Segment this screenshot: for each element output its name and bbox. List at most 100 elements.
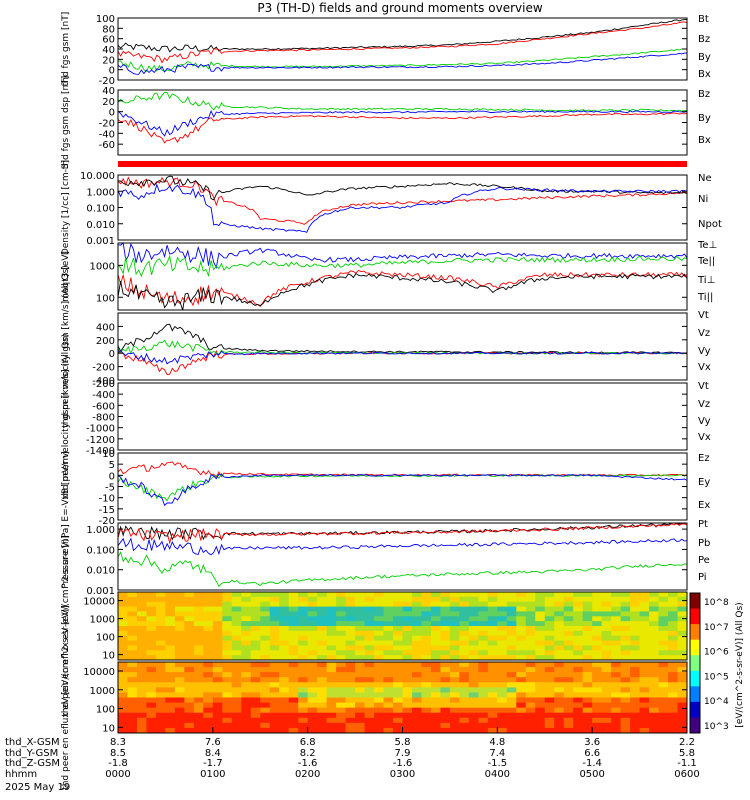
heat-cell: [241, 682, 252, 688]
heat-cell: [649, 640, 660, 646]
heat-cell: [212, 662, 223, 668]
heat-cell: [307, 672, 318, 678]
heat-cell: [497, 626, 508, 632]
heat-cell: [421, 592, 432, 598]
heat-cell: [212, 697, 223, 704]
heat-cell: [516, 672, 527, 678]
heat-cell: [658, 616, 669, 622]
heat-cell: [649, 606, 660, 612]
heat-cell: [364, 692, 375, 698]
heat-cell: [592, 616, 603, 622]
heat-cell: [478, 702, 489, 709]
panel-frame: [117, 522, 688, 591]
heat-cell: [260, 667, 271, 673]
heat-cell: [269, 650, 280, 656]
heat-cell: [516, 667, 527, 673]
heat-cell: [668, 712, 679, 719]
heat-cell: [459, 611, 470, 617]
heat-cell: [440, 616, 451, 622]
heat-cell: [288, 677, 299, 683]
heat-cell: [364, 672, 375, 678]
heat-cell: [649, 687, 660, 693]
heat-cell: [611, 722, 622, 729]
heat-cell: [317, 667, 328, 673]
heat-cell: [497, 662, 508, 668]
heat-cell: [487, 717, 498, 724]
heat-cell: [611, 630, 622, 637]
heat-cell: [592, 712, 603, 719]
heat-cell: [241, 662, 252, 668]
x-tick-label: 8.3: [110, 737, 126, 748]
heat-cell: [136, 630, 147, 637]
heat-cell: [630, 692, 641, 698]
heat-cell: [459, 621, 470, 627]
heat-cell: [649, 601, 660, 608]
heat-cell: [355, 630, 366, 637]
heat-cell: [383, 655, 394, 661]
heat-cell: [222, 626, 233, 632]
heat-cell: [336, 697, 347, 704]
heat-cell: [241, 707, 252, 714]
heat-cell: [317, 601, 328, 608]
heat-cell: [269, 616, 280, 622]
heat-cell: [374, 621, 385, 627]
x-tick-label: 0300: [390, 769, 415, 780]
heat-cell: [222, 667, 233, 673]
heat-cell: [649, 650, 660, 656]
heat-cell: [611, 712, 622, 719]
y-tick-label: 80: [102, 24, 115, 35]
heat-cell: [279, 645, 290, 651]
heat-cell: [487, 707, 498, 714]
heat-cell: [658, 640, 669, 646]
heat-cell: [411, 682, 422, 688]
heat-cell: [506, 682, 517, 688]
heat-cell: [212, 592, 223, 598]
heat-cell: [478, 606, 489, 612]
colorbar-tick-label: 10^7: [704, 623, 729, 633]
heat-cell: [535, 655, 546, 661]
heat-cell: [307, 712, 318, 719]
heat-cell: [345, 592, 356, 598]
heat-cell: [677, 640, 688, 646]
legend-Te⊥: Te⊥: [697, 240, 717, 251]
heat-cell: [430, 616, 441, 622]
heat-cell: [677, 692, 688, 698]
heat-cell: [269, 655, 280, 661]
heat-cell: [487, 630, 498, 637]
heat-cell: [459, 596, 470, 603]
heat-cell: [563, 630, 574, 637]
heat-cell: [165, 702, 176, 709]
heat-cell: [639, 717, 650, 724]
heat-cell: [516, 697, 527, 704]
heat-cell: [639, 687, 650, 693]
heat-cell: [203, 601, 214, 608]
heat-cell: [459, 702, 470, 709]
heat-cell: [611, 635, 622, 642]
heat-cell: [250, 717, 261, 724]
y-tick-label: 10: [102, 723, 115, 734]
y-tick-label: -20: [99, 76, 115, 87]
heat-cell: [563, 621, 574, 627]
heat-cell: [487, 662, 498, 668]
heat-cell: [468, 601, 479, 608]
heat-cell: [203, 655, 214, 661]
heat-cell: [222, 606, 233, 612]
heat-cell: [203, 702, 214, 709]
heat-cell: [393, 712, 403, 719]
heat-cell: [279, 626, 290, 632]
y-tick-label: 0: [109, 349, 115, 360]
heat-cell: [601, 667, 612, 673]
heat-cell: [250, 667, 261, 673]
legend-Vt: Vt: [698, 310, 709, 321]
heat-cell: [535, 687, 546, 693]
heat-cell: [383, 667, 394, 673]
heat-cell: [165, 626, 176, 632]
heat-cell: [630, 662, 641, 668]
series-line-Npot: [117, 183, 688, 233]
heat-cell: [146, 717, 157, 724]
heat-cell: [459, 616, 470, 622]
colorbar-segment: [690, 670, 700, 687]
heat-cell: [174, 692, 185, 698]
heat-cell: [525, 650, 536, 656]
heat-cell: [203, 606, 214, 612]
